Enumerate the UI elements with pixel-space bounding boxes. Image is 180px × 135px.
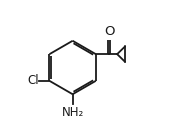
- Text: NH₂: NH₂: [62, 106, 84, 119]
- Text: Cl: Cl: [27, 74, 39, 87]
- Text: O: O: [104, 25, 114, 38]
